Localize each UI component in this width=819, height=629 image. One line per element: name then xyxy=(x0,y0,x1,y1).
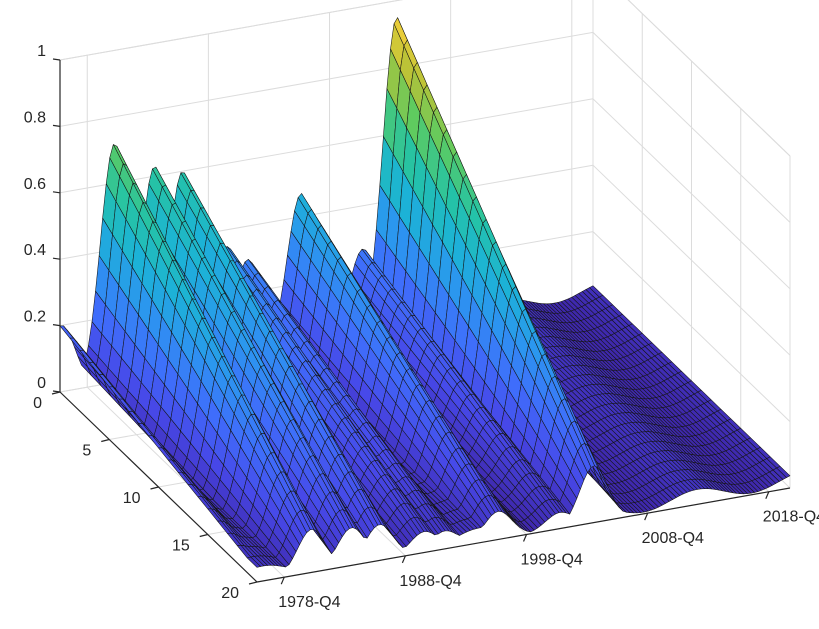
surface-patch xyxy=(59,325,74,339)
z-tick-label: 0.6 xyxy=(24,176,46,193)
x-tick-label: 1998-Q4 xyxy=(521,551,583,568)
y-tick-mark xyxy=(101,438,110,443)
y-tick-mark xyxy=(150,486,159,490)
x-tick-mark xyxy=(644,512,649,521)
grid-line-z-back-5 xyxy=(59,0,404,61)
y-tick-mark xyxy=(51,391,61,395)
y-tick-mark xyxy=(248,581,258,585)
x-tick-mark xyxy=(280,576,285,585)
box-edge-0 xyxy=(59,0,404,61)
z-tick-mark xyxy=(52,58,61,61)
z-tick-mark xyxy=(52,124,61,127)
z-tick-mark xyxy=(52,324,61,327)
z-tick-mark xyxy=(52,257,61,260)
surface-mesh xyxy=(59,17,791,568)
z-tick-label: 0 xyxy=(37,375,46,392)
tick-labels: 00.20.40.60.81051015201978-Q41988-Q41998… xyxy=(24,43,819,611)
z-tick-label: 0.2 xyxy=(24,309,46,326)
y-tick-label: 15 xyxy=(172,538,190,555)
x-tick-mark xyxy=(522,534,528,542)
grid-line-z-back-3 xyxy=(59,98,594,194)
x-axis-line xyxy=(256,487,791,583)
x-tick-label: 1988-Q4 xyxy=(399,573,461,590)
y-tick-label: 0 xyxy=(33,395,42,412)
y-tick-mark xyxy=(199,533,208,538)
y-tick-label: 10 xyxy=(123,490,141,507)
y-tick-label: 20 xyxy=(221,585,239,602)
x-tick-mark xyxy=(401,555,406,564)
x-tick-label: 2018-Q4 xyxy=(763,509,819,526)
x-tick-mark xyxy=(765,491,770,499)
z-tick-mark xyxy=(52,191,61,194)
z-tick-label: 1 xyxy=(37,43,46,60)
x-tick-label: 1978-Q4 xyxy=(278,594,340,611)
x-tick-label: 2008-Q4 xyxy=(642,530,704,547)
surface-patch xyxy=(246,556,261,568)
grid-line-z-back-4 xyxy=(59,31,594,127)
z-tick-label: 0.4 xyxy=(24,242,46,259)
axes xyxy=(51,58,791,585)
box-edge-1 xyxy=(627,0,791,157)
y-tick-label: 5 xyxy=(82,443,91,460)
z-tick-label: 0.8 xyxy=(24,109,46,126)
